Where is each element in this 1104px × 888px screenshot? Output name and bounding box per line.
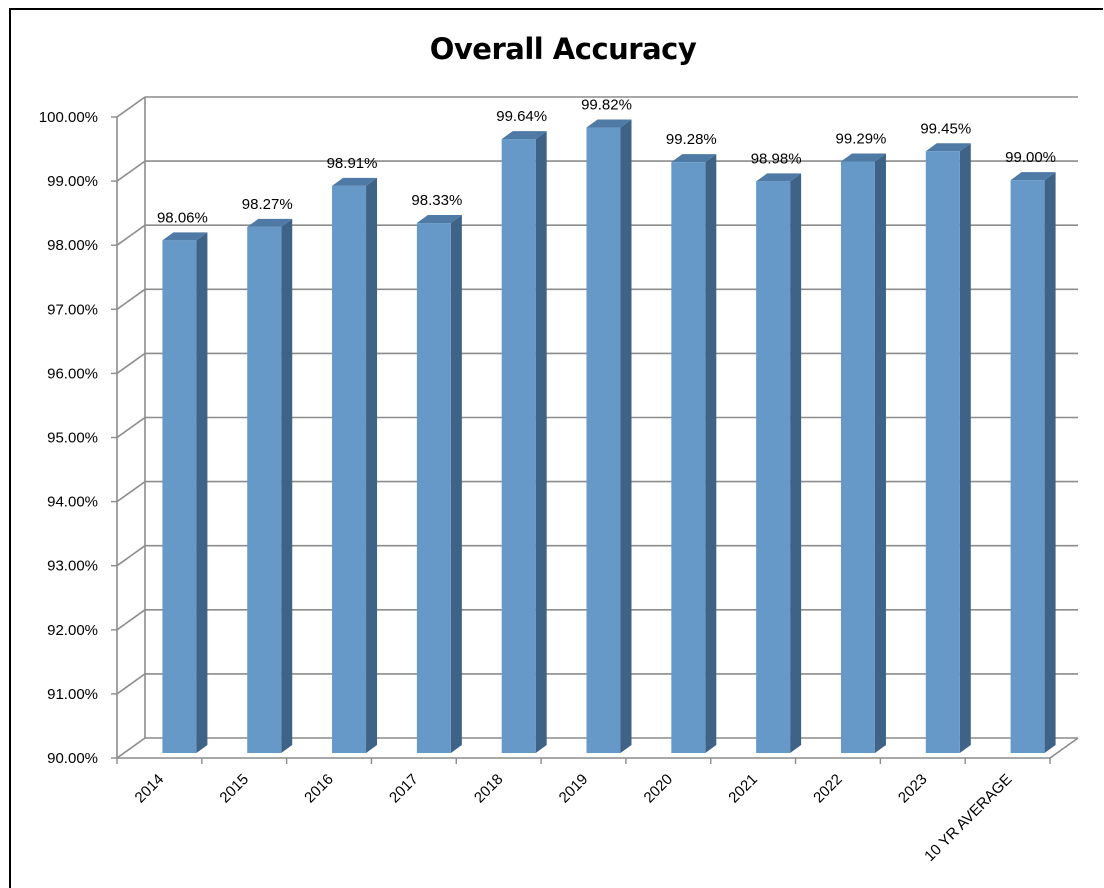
bar — [840, 161, 875, 754]
x-tick-label: 2018 — [471, 771, 507, 807]
bar-top — [756, 173, 802, 182]
data-label: 99.29% — [836, 131, 887, 148]
bar — [1010, 180, 1045, 754]
bar-top — [671, 154, 717, 163]
x-tick-label: 2014 — [132, 771, 168, 807]
bar-top — [247, 218, 293, 227]
grid-diagonal — [116, 545, 146, 567]
y-tick-label: 90.00% — [47, 750, 98, 767]
y-tick-label: 93.00% — [47, 558, 98, 575]
y-tick-label: 100.00% — [39, 109, 98, 126]
grid-diagonal — [116, 480, 146, 503]
y-tick-label: 99.00% — [47, 173, 98, 190]
bar-side — [281, 218, 293, 753]
data-label: 99.28% — [666, 131, 717, 148]
x-tick-label: 2023 — [895, 771, 931, 807]
y-tick-label: 96.00% — [47, 365, 98, 382]
bar-side — [1044, 172, 1056, 754]
bar-top — [501, 131, 547, 140]
x-tick-label: 2022 — [810, 771, 846, 807]
x-tick-label: 2017 — [386, 771, 422, 807]
data-label: 99.00% — [1005, 149, 1056, 166]
grid-diagonal — [116, 224, 146, 246]
bar — [586, 127, 621, 753]
x-tick-label: 2015 — [216, 771, 252, 807]
bar-top — [332, 177, 378, 186]
x-tick-label: 2021 — [725, 771, 761, 807]
bar-side — [959, 143, 971, 753]
bar — [416, 223, 451, 753]
y-tick-label: 97.00% — [47, 301, 98, 318]
bar-side — [450, 215, 462, 753]
bar-side — [196, 232, 208, 753]
data-label: 99.45% — [920, 120, 971, 137]
data-label: 98.06% — [157, 209, 208, 226]
grid-diagonal — [116, 160, 146, 182]
x-tick-label: 10 YR AVERAGE — [921, 771, 1015, 865]
bar — [332, 185, 367, 753]
bar-side — [366, 177, 378, 753]
grid-diagonal — [116, 96, 146, 118]
x-tick-label: 2020 — [641, 771, 677, 807]
bar-top — [586, 119, 632, 128]
data-label: 98.27% — [242, 196, 293, 213]
y-tick-label: 95.00% — [47, 430, 98, 447]
y-tick-label: 94.00% — [47, 494, 98, 511]
x-tick-label: 2019 — [556, 771, 592, 807]
y-tick-label: 92.00% — [47, 622, 98, 639]
data-label: 98.91% — [327, 155, 378, 172]
grid-diagonal — [116, 609, 146, 631]
grid-diagonal — [116, 673, 146, 695]
bar-top — [840, 153, 886, 162]
bar — [756, 181, 791, 753]
bar-top — [162, 232, 208, 241]
bar-side — [790, 173, 802, 753]
bar-top — [416, 215, 462, 224]
bar — [501, 139, 536, 754]
bar-top — [925, 143, 971, 152]
data-label: 98.33% — [411, 192, 462, 209]
data-label: 98.98% — [751, 150, 802, 167]
chart-title: Overall Accuracy — [429, 32, 697, 66]
grid-diagonal — [116, 352, 146, 375]
bar — [162, 240, 197, 753]
grid-diagonal — [116, 288, 146, 310]
y-tick-label: 91.00% — [47, 686, 98, 703]
bar — [925, 151, 960, 753]
bar — [247, 226, 282, 753]
y-tick-label: 98.00% — [47, 237, 98, 254]
bar-top — [1010, 172, 1056, 181]
bar-side — [535, 131, 547, 754]
grid-diagonal — [116, 416, 146, 439]
data-label: 99.64% — [496, 108, 547, 125]
x-tick-label: 2016 — [301, 771, 337, 807]
floor-edge — [1049, 737, 1079, 759]
bar-side — [705, 154, 717, 754]
bar — [671, 162, 706, 754]
grid-diagonal — [116, 737, 146, 759]
bar-side — [874, 153, 886, 754]
data-label: 99.82% — [581, 97, 632, 114]
bar-side — [620, 119, 632, 753]
